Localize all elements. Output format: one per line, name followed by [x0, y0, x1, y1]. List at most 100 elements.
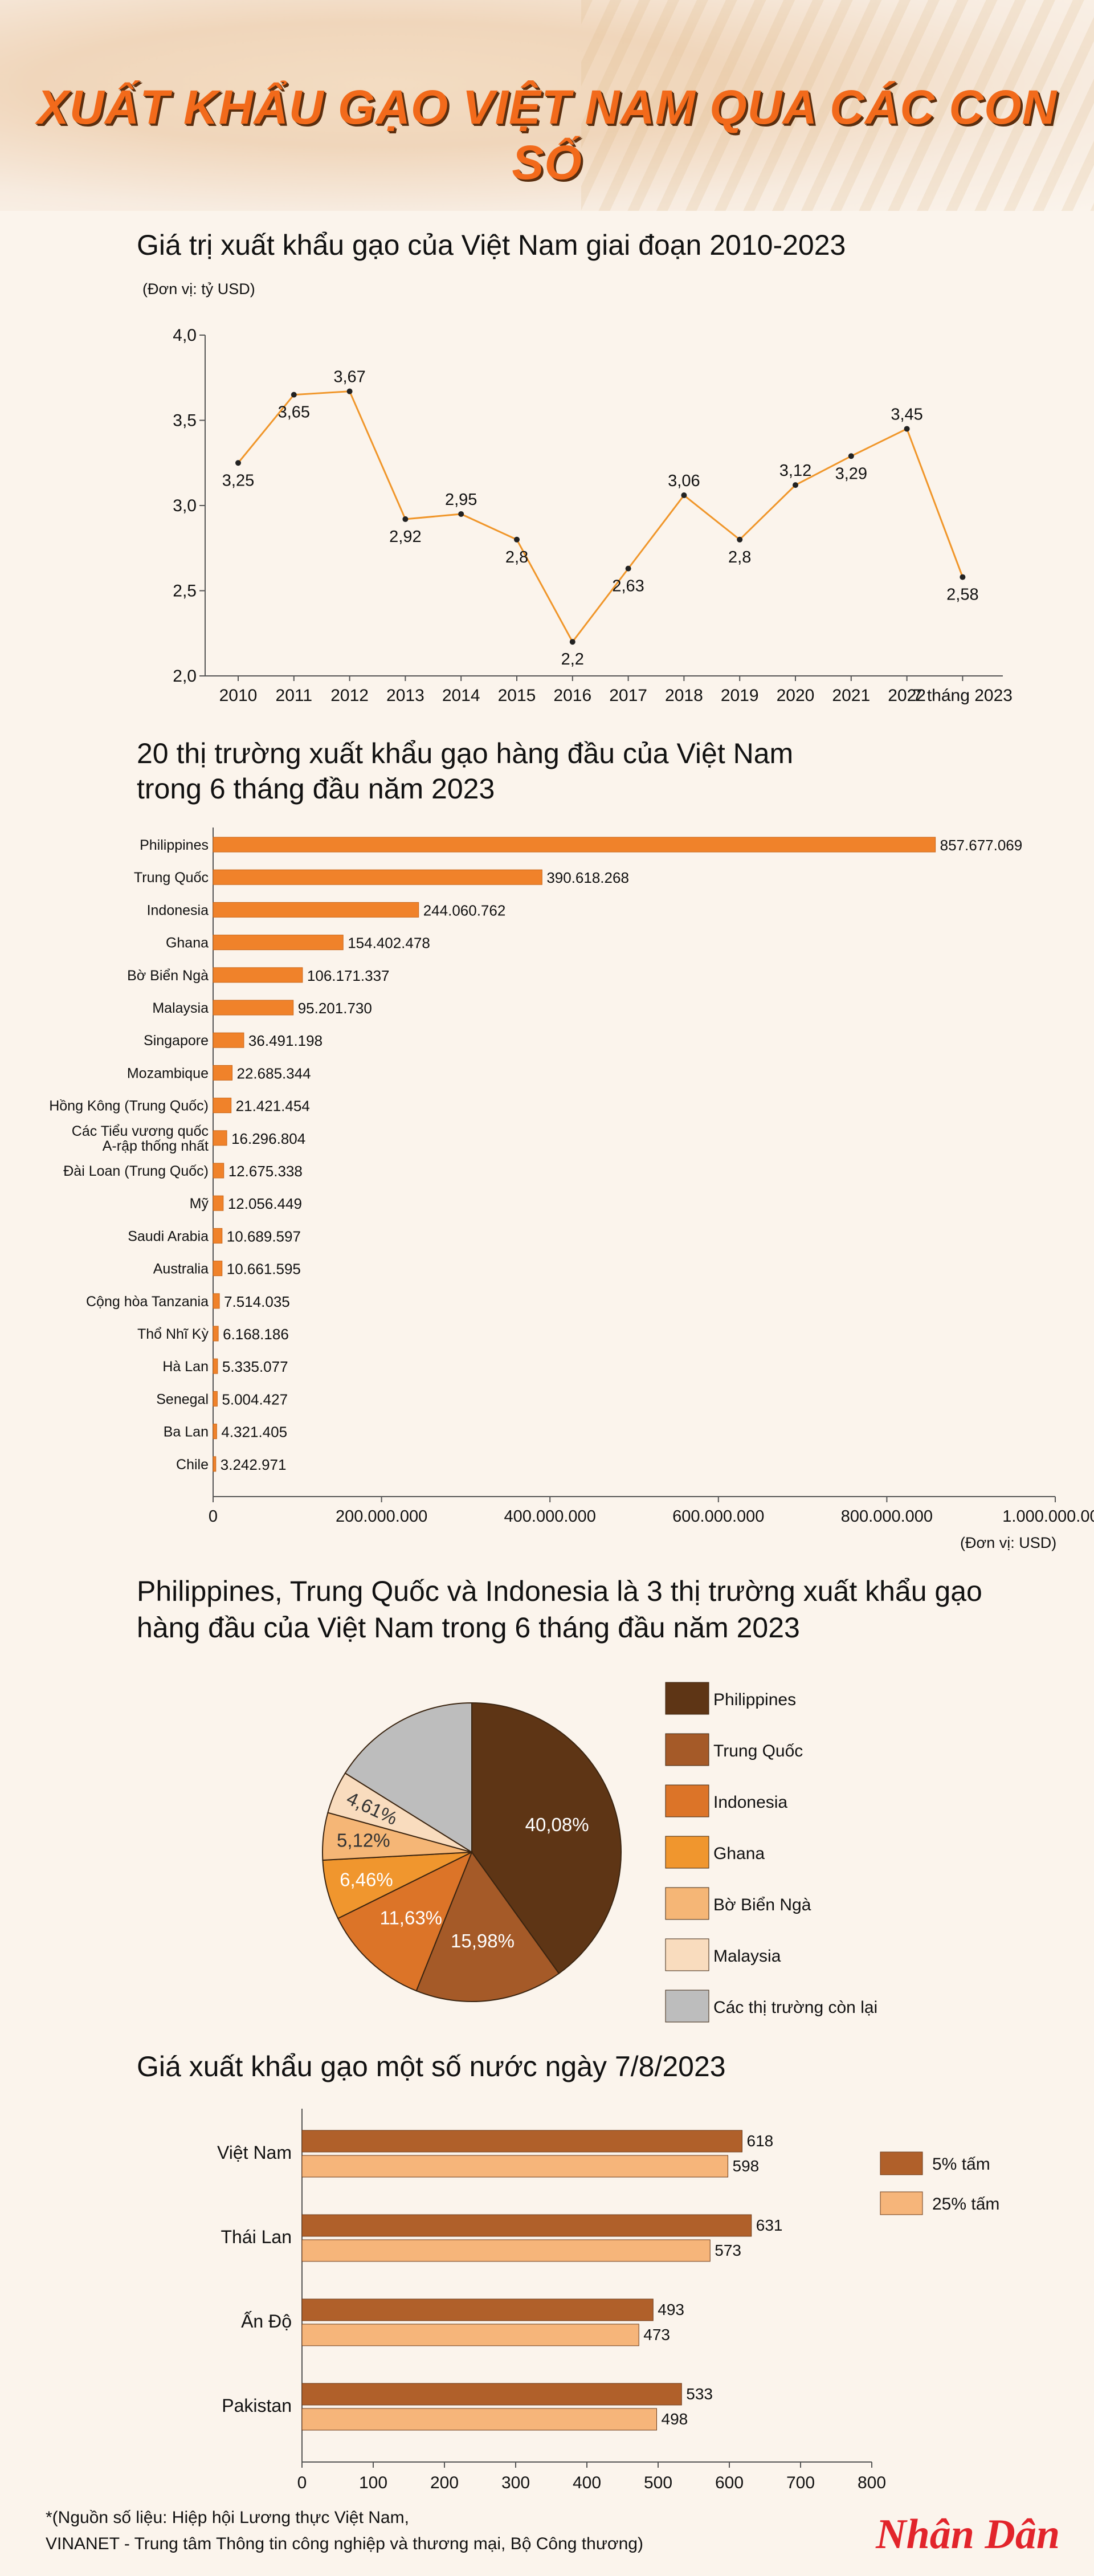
pie-slice — [337, 1851, 473, 1992]
bar — [213, 1358, 218, 1374]
data-point — [235, 460, 241, 466]
x-tick-label: 2013 — [386, 686, 424, 705]
value-label: 390.618.268 — [546, 869, 629, 886]
pie-chart-title-line-1: Philippines, Trung Quốc và Indonesia là … — [137, 1575, 982, 1607]
data-point — [291, 392, 297, 398]
legend-swatch — [665, 1836, 709, 1869]
legend-label: Các thị trường còn lại — [713, 1998, 877, 2017]
legend-swatch — [665, 1733, 709, 1766]
data-label: 3,67 — [333, 368, 365, 386]
bar — [213, 1391, 218, 1407]
data-point — [848, 453, 854, 459]
x-tick-label: 800 — [858, 2473, 886, 2491]
category-label: Malaysia — [152, 1000, 209, 1016]
category-label: Mỹ — [190, 1196, 209, 1212]
legend-label: Malaysia — [713, 1947, 781, 1966]
x-tick-label: 2021 — [832, 686, 870, 705]
price-value-label: 498 — [662, 2410, 688, 2428]
value-label: 5.004.427 — [222, 1391, 288, 1408]
bar — [213, 902, 419, 918]
x-tick-label: 2022 — [888, 686, 926, 705]
data-label: 2,8 — [505, 548, 528, 566]
bar — [213, 1456, 217, 1472]
pie-chart: 40,08%15,98%11,63%6,46%5,12%4,61%Philipp… — [322, 1682, 877, 2023]
pie-slice — [471, 1702, 622, 1975]
legend-label: Bờ Biển Ngà — [713, 1896, 811, 1914]
category-label: Đài Loan (Trung Quốc) — [63, 1163, 209, 1179]
price-value-label: 533 — [686, 2385, 713, 2403]
x-tick-label: 1.000.000.000 — [1002, 1507, 1094, 1526]
x-tick-label: 500 — [644, 2473, 672, 2491]
category-label: Singapore — [144, 1033, 209, 1049]
data-point — [681, 492, 687, 499]
legend-swatch — [665, 1938, 709, 1971]
x-tick-label: 600.000.000 — [672, 1507, 764, 1526]
bar — [213, 837, 936, 853]
line-chart: 2,0 2,5 3,0 3,5 4,0 2010 2011 2012 2013 2014 2015 2… — [173, 326, 1013, 705]
x-tick-label: 100 — [359, 2473, 387, 2491]
data-point — [458, 511, 464, 517]
bar — [213, 1228, 223, 1244]
x-tick-label: 2014 — [442, 686, 480, 705]
value-label: 5.335.077 — [222, 1358, 288, 1375]
price-value-label: 473 — [643, 2326, 670, 2343]
value-label: 95.201.730 — [298, 1000, 372, 1017]
y-tick-label: 3,5 — [173, 411, 197, 430]
category-label: Mozambique — [127, 1065, 209, 1081]
pie-slice — [415, 1851, 560, 2002]
value-label: 36.491.198 — [248, 1032, 323, 1049]
category-label: Thổ Nhĩ Kỳ — [137, 1326, 209, 1342]
bar — [213, 1065, 233, 1081]
bar-chart-unit: (Đơn vị: USD) — [960, 1534, 1057, 1551]
category-label: Saudi Arabia — [128, 1228, 209, 1244]
data-label: 2,8 — [728, 548, 751, 566]
x-tick-label: 300 — [501, 2473, 530, 2491]
pie-chart-title-line-2: hàng đầu của Việt Nam trong 6 tháng đầu … — [137, 1612, 800, 1644]
data-label: 2,2 — [561, 650, 584, 669]
x-tick-label: 2020 — [777, 686, 815, 705]
price-value-label: 573 — [715, 2241, 741, 2259]
legend-label: Ghana — [713, 1844, 765, 1863]
country-label: Thái Lan — [221, 2227, 292, 2247]
x-tick-label: 2010 — [219, 686, 258, 705]
bar — [213, 1032, 244, 1048]
category-label: Ghana — [166, 935, 209, 951]
source-note-line-2: VINANET - Trung tâm Thông tin công nghiệ… — [46, 2534, 643, 2553]
country-label: Pakistan — [222, 2395, 292, 2416]
value-label: 244.060.762 — [423, 902, 506, 919]
x-tick-label: 0 — [209, 1507, 218, 1526]
bar — [213, 1130, 227, 1146]
x-tick-label: 7 tháng 2023 — [913, 686, 1013, 705]
data-point — [402, 516, 409, 522]
data-point — [737, 536, 743, 543]
legend-label: 25% tấm — [932, 2195, 999, 2214]
price-bar — [301, 2130, 742, 2153]
price-value-label: 493 — [658, 2301, 684, 2318]
bar — [213, 869, 542, 885]
bar — [213, 1261, 223, 1277]
x-tick-label: 800.000.000 — [841, 1507, 933, 1526]
value-label: 12.056.449 — [228, 1195, 302, 1212]
x-tick-label: 2017 — [609, 686, 647, 705]
x-tick-label: 600 — [715, 2473, 744, 2491]
x-tick-label: 2015 — [498, 686, 536, 705]
slice-label: 5,12% — [337, 1829, 390, 1851]
data-point — [904, 426, 910, 432]
x-tick-label: 2018 — [665, 686, 703, 705]
bar — [213, 1195, 224, 1211]
data-label: 3,12 — [779, 462, 811, 480]
price-value-label: 618 — [747, 2132, 774, 2150]
legend-label: Philippines — [713, 1690, 796, 1709]
pie-slice — [344, 1702, 472, 1853]
value-label: 3.242.971 — [221, 1456, 287, 1473]
data-point — [514, 536, 520, 543]
price-bar — [301, 2383, 682, 2406]
data-point — [346, 388, 353, 394]
data-point — [625, 565, 631, 572]
category-label: Trung Quốc — [134, 870, 209, 886]
y-tick-label: 4,0 — [173, 326, 197, 345]
legend-swatch — [665, 1784, 709, 1817]
x-tick-label: 2011 — [276, 686, 313, 705]
price-value-label: 631 — [756, 2216, 783, 2234]
